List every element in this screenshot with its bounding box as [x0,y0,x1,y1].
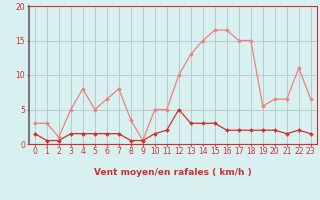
X-axis label: Vent moyen/en rafales ( km/h ): Vent moyen/en rafales ( km/h ) [94,168,252,177]
